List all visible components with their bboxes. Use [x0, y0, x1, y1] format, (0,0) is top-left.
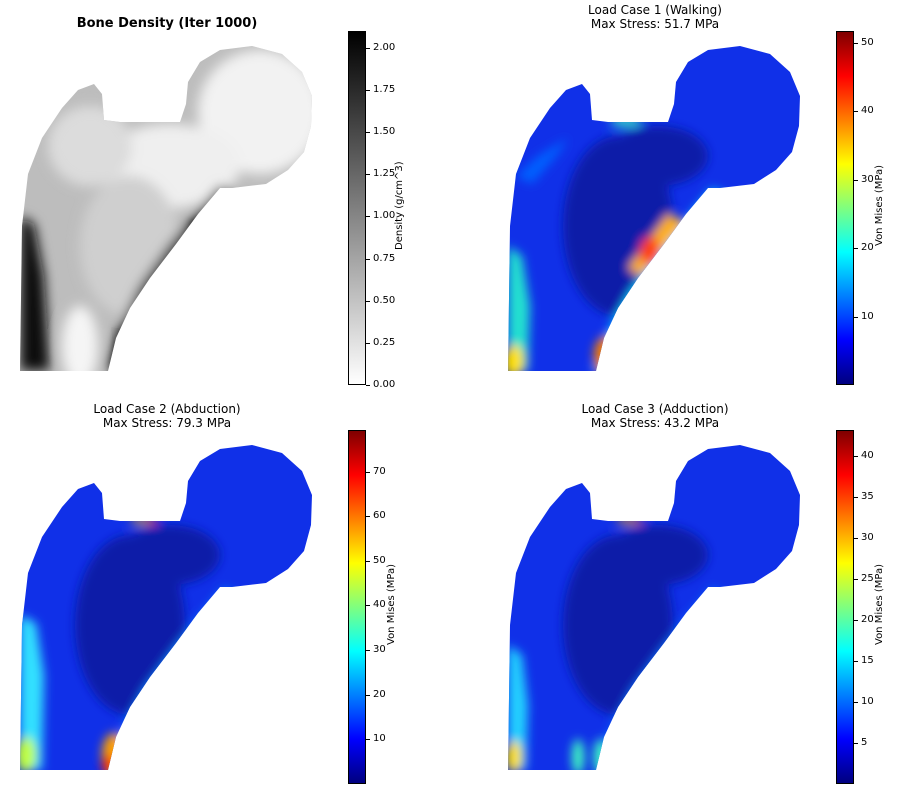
- colorbar-tick-mark: [854, 579, 858, 580]
- colorbar-tick-label: 10: [373, 733, 386, 744]
- colorbar-tick-label: 25: [861, 573, 874, 584]
- colorbar-tick-label: 30: [861, 174, 874, 185]
- colorbar-tick-label: 2.00: [373, 42, 396, 53]
- colorbar-tick-mark: [366, 90, 370, 91]
- colorbar-tick-mark: [854, 111, 858, 112]
- colorbar-tick-label: 15: [861, 655, 874, 666]
- colorbar-tick-label: 0.50: [373, 295, 396, 306]
- abduction-stress-map: [20, 445, 312, 770]
- walking-title: Load Case 1 (Walking): [588, 3, 722, 17]
- adduction-title: Load Case 3 (Adduction): [581, 402, 729, 416]
- colorbar-tick-mark: [854, 702, 858, 703]
- colorbar-tick-mark: [854, 180, 858, 181]
- abduction-colorbar: [348, 430, 366, 784]
- walking-stress-map: [508, 46, 800, 371]
- colorbar-tick-label: 40: [861, 450, 874, 461]
- walking-colorbar: [836, 31, 854, 385]
- colorbar-tick-label: 20: [861, 242, 874, 253]
- walking-subtitle: Max Stress: 51.7 MPa: [590, 17, 720, 31]
- colorbar-tick-mark: [366, 605, 370, 606]
- colorbar-tick-mark: [366, 385, 370, 386]
- colorbar-tick-label: 20: [373, 689, 386, 700]
- abduction-colorbar-label: Von Mises (MPa): [386, 564, 397, 645]
- colorbar-tick-label: 10: [861, 696, 874, 707]
- colorbar-tick-mark: [854, 538, 858, 539]
- colorbar-tick-mark: [854, 43, 858, 44]
- colorbar-tick-mark: [854, 497, 858, 498]
- colorbar-tick-label: 35: [861, 491, 874, 502]
- density-title: Bone Density (Iter 1000): [76, 16, 258, 31]
- colorbar-tick-mark: [854, 317, 858, 318]
- colorbar-tick-label: 1.25: [373, 168, 396, 179]
- colorbar-tick-label: 50: [861, 37, 874, 48]
- colorbar-tick-label: 5: [861, 737, 868, 748]
- colorbar-tick-label: 0.25: [373, 337, 396, 348]
- adduction-colorbar: [836, 430, 854, 784]
- colorbar-tick-mark: [366, 216, 370, 217]
- colorbar-tick-mark: [366, 259, 370, 260]
- colorbar-tick-label: 0.75: [373, 253, 396, 264]
- colorbar-tick-mark: [854, 743, 858, 744]
- colorbar-tick-label: 40: [861, 105, 874, 116]
- density-colorbar-label: Density (g/cm^3): [394, 161, 405, 250]
- density-colorbar: [348, 31, 366, 385]
- adduction-stress-map: [508, 445, 800, 770]
- colorbar-tick-label: 1.50: [373, 126, 396, 137]
- walking-colorbar-label: Von Mises (MPa): [874, 165, 885, 246]
- colorbar-tick-label: 60: [373, 510, 386, 521]
- colorbar-tick-mark: [366, 561, 370, 562]
- colorbar-tick-label: 20: [861, 614, 874, 625]
- colorbar-tick-mark: [854, 661, 858, 662]
- colorbar-tick-mark: [366, 695, 370, 696]
- colorbar-tick-mark: [366, 739, 370, 740]
- colorbar-tick-mark: [366, 343, 370, 344]
- colorbar-tick-label: 50: [373, 555, 386, 566]
- colorbar-tick-mark: [854, 456, 858, 457]
- colorbar-tick-label: 30: [861, 532, 874, 543]
- colorbar-tick-mark: [366, 516, 370, 517]
- colorbar-tick-mark: [854, 620, 858, 621]
- adduction-subtitle: Max Stress: 43.2 MPa: [590, 416, 720, 430]
- colorbar-tick-label: 1.00: [373, 210, 396, 221]
- abduction-subtitle: Max Stress: 79.3 MPa: [102, 416, 232, 430]
- colorbar-tick-mark: [366, 174, 370, 175]
- colorbar-tick-mark: [366, 48, 370, 49]
- colorbar-tick-mark: [366, 132, 370, 133]
- colorbar-tick-label: 0.00: [373, 379, 396, 390]
- abduction-title: Load Case 2 (Abduction): [93, 402, 241, 416]
- colorbar-tick-label: 10: [861, 311, 874, 322]
- colorbar-tick-mark: [366, 650, 370, 651]
- colorbar-tick-mark: [366, 301, 370, 302]
- colorbar-tick-label: 1.75: [373, 84, 396, 95]
- colorbar-tick-label: 70: [373, 466, 386, 477]
- colorbar-tick-mark: [366, 472, 370, 473]
- colorbar-tick-label: 30: [373, 644, 386, 655]
- density-map: [20, 46, 312, 371]
- colorbar-tick-label: 40: [373, 599, 386, 610]
- adduction-colorbar-label: Von Mises (MPa): [874, 564, 885, 645]
- colorbar-tick-mark: [854, 248, 858, 249]
